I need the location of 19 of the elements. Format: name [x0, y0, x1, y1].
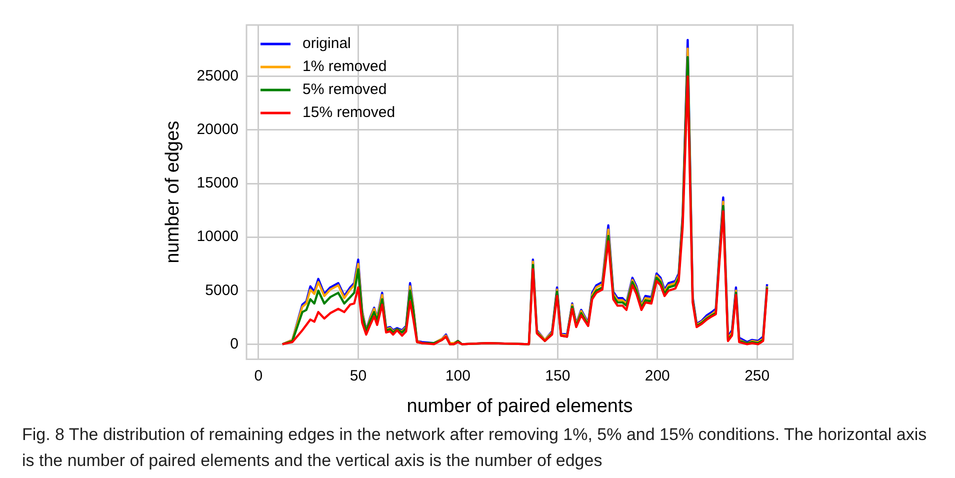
x-tick-label: 100 [445, 367, 470, 384]
y-tick-label: 10000 [196, 228, 239, 246]
y-tick-label: 25000 [196, 68, 239, 85]
y-tick-label: 5000 [205, 282, 239, 299]
y-tick-label: 20000 [196, 121, 239, 138]
caption: Fig. 8 The distribution of remaining edges in the network after removing 1%, 5% and 15% conditions. The horizontal axis is the number of paired elements and the vertical axis is the number of edges [21, 424, 928, 472]
x-tick-label: 50 [350, 367, 367, 384]
y-tick-label: 15000 [196, 174, 239, 192]
legend-label: original [302, 35, 351, 52]
legend-label: 15% removed [302, 104, 396, 122]
x-tick-label: 200 [644, 367, 670, 384]
y-tick-label: 0 [230, 335, 239, 352]
legend-label: 1% removed [302, 58, 387, 76]
x-tick-label: 250 [744, 367, 770, 384]
x-tick-label: 0 [254, 367, 263, 384]
x-axis-title: number of paired elements [406, 396, 633, 417]
legend-label: 5% removed [302, 81, 387, 98]
x-tick-label: 150 [545, 367, 570, 384]
y-axis-title: number of edges [162, 120, 184, 264]
